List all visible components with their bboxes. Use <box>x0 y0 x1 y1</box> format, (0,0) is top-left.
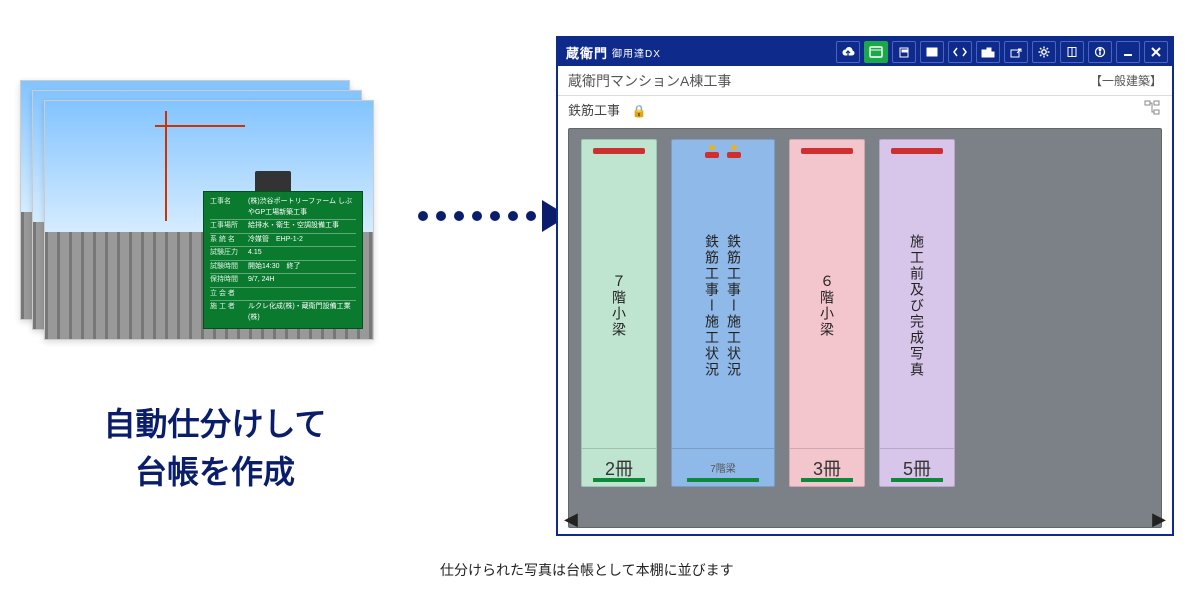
binder-title: 施工前及び完成写真 <box>907 164 927 444</box>
brand-main: 蔵衛門 <box>566 43 608 62</box>
gear-icon[interactable] <box>1032 41 1056 63</box>
binder[interactable]: ６階小梁 3冊 <box>789 139 865 487</box>
board-value: 9/7, 24H <box>248 275 356 286</box>
binder[interactable]: ７階小梁 2冊 <box>581 139 657 487</box>
split-icon[interactable] <box>948 41 972 63</box>
star-icon: ★ <box>707 141 717 154</box>
board-label: 施 工 者 <box>210 302 248 323</box>
headline-line1: 自動仕分けして <box>103 406 326 442</box>
binder-count: 3冊 <box>813 455 841 481</box>
scroll-right-icon[interactable]: ▶ <box>1152 509 1166 530</box>
titlebar: 蔵衛門 御用達DX <box>558 38 1172 66</box>
binders: ７階小梁 2冊 ★ 鉄筋工事ー施工状況 ★ 鉄筋工事ー施工状況 <box>581 139 1149 487</box>
binder-title: 鉄筋工事ー施工状況 <box>724 164 744 444</box>
board-value: 冷媒管 EHP-1-2 <box>248 235 356 246</box>
scroll-left-icon[interactable]: ◀ <box>564 509 578 530</box>
app-window: 蔵衛門 御用達DX 蔵衛門マンションA棟工事 【一般建築】 鉄筋工事 🔒 <box>556 36 1174 536</box>
book-icon[interactable] <box>1060 41 1084 63</box>
export-icon[interactable] <box>1004 41 1028 63</box>
binder-count: 2冊 <box>605 455 633 481</box>
board-value: 4.15 <box>248 248 356 259</box>
headline-line2: 台帳を作成 <box>135 454 295 490</box>
flow-arrow <box>418 200 568 232</box>
binder[interactable]: ★ 鉄筋工事ー施工状況 ★ 鉄筋工事ー施工状況 7階梁 <box>671 139 775 487</box>
brand-sub: 御用達DX <box>612 45 661 60</box>
caption: 仕分けられた写真は台帳として本棚に並びます <box>440 560 734 580</box>
city-icon[interactable] <box>976 41 1000 63</box>
binder-title: ７階小梁 <box>609 164 629 444</box>
tree-toggle-icon[interactable] <box>1144 100 1162 119</box>
binder-title: ６階小梁 <box>817 164 837 444</box>
board-label: 系 統 名 <box>210 235 248 246</box>
board-label: 保持時間 <box>210 275 248 286</box>
board-value: 給排水・衛生・空調設備工事 <box>248 221 356 232</box>
board-label: 試験時間 <box>210 262 248 273</box>
binder-count: 7階梁 <box>710 460 736 475</box>
shelf-area: ７階小梁 2冊 ★ 鉄筋工事ー施工状況 ★ 鉄筋工事ー施工状況 <box>558 122 1172 534</box>
kokuban-board: 工事名(株)渋谷ポートリーファーム しぶやGP工場新築工事工事場所給排水・衛生・… <box>203 191 363 329</box>
minimize-icon[interactable] <box>1116 41 1140 63</box>
toolbar-icons <box>836 41 1168 63</box>
star-icon: ★ <box>729 141 739 154</box>
photo-card: 工事名(株)渋谷ポートリーファーム しぶやGP工場新築工事工事場所給排水・衛生・… <box>44 100 374 340</box>
binder[interactable]: 施工前及び完成写真 5冊 <box>879 139 955 487</box>
board-value: ルクレ化成(株)・蔵衛門設備工業(株) <box>248 302 356 323</box>
photo-stack: 工事名(株)渋谷ポートリーファーム しぶやGP工場新築工事工事場所給排水・衛生・… <box>20 80 380 360</box>
close-icon[interactable] <box>1144 41 1168 63</box>
bookshelf: ７階小梁 2冊 ★ 鉄筋工事ー施工状況 ★ 鉄筋工事ー施工状況 <box>568 128 1162 528</box>
board-label: 工事名 <box>210 197 248 218</box>
headline: 自動仕分けして 台帳を作成 <box>50 400 380 496</box>
project-row: 蔵衛門マンションA棟工事 【一般建築】 <box>558 66 1172 96</box>
board-value: (株)渋谷ポートリーファーム しぶやGP工場新築工事 <box>248 197 356 218</box>
lock-icon: 🔒 <box>632 104 647 118</box>
info-icon[interactable] <box>1088 41 1112 63</box>
breadcrumb-row: 鉄筋工事 🔒 <box>558 96 1172 122</box>
arrow-dots <box>418 211 536 221</box>
board-value: 開始14:30 終了 <box>248 262 356 273</box>
building-icon[interactable] <box>892 41 916 63</box>
board-value <box>248 289 356 300</box>
category-tag: 【一般建築】 <box>1090 72 1162 89</box>
board-icon[interactable] <box>864 41 888 63</box>
board-label: 工事場所 <box>210 221 248 232</box>
shelf-icon[interactable] <box>920 41 944 63</box>
board-label: 立 会 者 <box>210 289 248 300</box>
binder-count: 5冊 <box>903 455 931 481</box>
app-brand: 蔵衛門 御用達DX <box>566 43 661 62</box>
cloud-icon[interactable] <box>836 41 860 63</box>
project-title: 蔵衛門マンションA棟工事 <box>568 71 731 91</box>
board-label: 試験圧力 <box>210 248 248 259</box>
breadcrumb[interactable]: 鉄筋工事 <box>568 103 620 118</box>
scroll-arrows: ◀ ▶ <box>564 509 1166 530</box>
binder-title: 鉄筋工事ー施工状況 <box>702 164 722 444</box>
